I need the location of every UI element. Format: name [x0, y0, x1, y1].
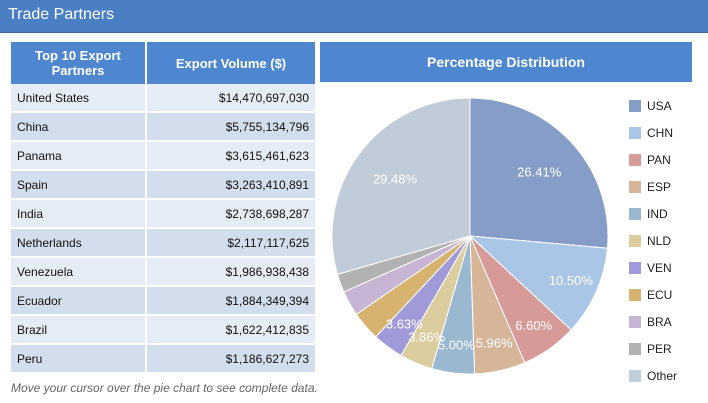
- pie-data-label: 6.60%: [515, 318, 552, 333]
- chart-legend: USA CHN PAN ESP IND NLD VEN ECU BRA PER Other: [629, 92, 677, 389]
- country-cell: China: [11, 113, 147, 142]
- legend-item-nld: NLD: [629, 227, 677, 254]
- pie-data-label: 29.48%: [373, 172, 418, 187]
- legend-label: BRA: [647, 314, 672, 329]
- pie-data-label: 3.63%: [386, 317, 423, 332]
- legend-item-per: PER: [629, 335, 677, 362]
- country-cell: Panama: [11, 142, 147, 171]
- legend-swatch: [629, 342, 641, 355]
- legend-swatch: [629, 180, 641, 193]
- legend-swatch: [629, 315, 641, 328]
- table-row: China $5,755,134,796: [11, 113, 317, 142]
- legend-item-other: Other: [629, 362, 677, 389]
- page-title: Trade Partners: [8, 6, 115, 23]
- country-cell: Venezuela: [11, 258, 147, 287]
- legend-item-pan: PAN: [629, 146, 677, 173]
- chart-title: Percentage Distribution: [320, 42, 692, 82]
- export-partners-table: Top 10 Export Partners Export Volume ($)…: [11, 42, 317, 374]
- footnote: Move your cursor over the pie chart to s…: [11, 381, 318, 395]
- pie-slice-usa[interactable]: [469, 97, 609, 249]
- table-row: Venezuela $1,986,938,438: [11, 258, 317, 287]
- legend-swatch: [629, 369, 641, 382]
- country-cell: India: [11, 200, 147, 229]
- table-row: Peru $1,186,627,273: [11, 345, 317, 374]
- legend-swatch: [629, 99, 641, 112]
- volume-cell: $2,738,698,287: [147, 200, 317, 229]
- legend-item-usa: USA: [629, 92, 677, 119]
- pie-data-label: 5.96%: [476, 336, 513, 351]
- volume-cell: $5,755,134,796: [147, 113, 317, 142]
- table-row: Brazil $1,622,412,835: [11, 316, 317, 345]
- legend-item-ven: VEN: [629, 254, 677, 281]
- legend-item-chn: CHN: [629, 119, 677, 146]
- volume-cell: $1,186,627,273: [147, 345, 317, 374]
- legend-label: ESP: [647, 179, 672, 194]
- table-header-row: Top 10 Export Partners Export Volume ($): [11, 42, 317, 84]
- country-cell: Brazil: [11, 316, 147, 345]
- table-row: Ecuador $1,884,349,394: [11, 287, 317, 316]
- table-row: Panama $3,615,461,623: [11, 142, 317, 171]
- volume-cell: $1,622,412,835: [147, 316, 317, 345]
- volume-cell: $1,884,349,394: [147, 287, 317, 316]
- country-cell: Netherlands: [11, 229, 147, 258]
- pie-data-label: 3.86%: [408, 330, 445, 345]
- table-row: Netherlands $2,117,117,625: [11, 229, 317, 258]
- legend-item-esp: ESP: [629, 173, 677, 200]
- pie-data-label: 10.50%: [549, 273, 594, 288]
- volume-cell: $3,615,461,623: [147, 142, 317, 171]
- volume-cell: $3,263,410,891: [147, 171, 317, 200]
- table-row: India $2,738,698,287: [11, 200, 317, 229]
- legend-item-ecu: ECU: [629, 281, 677, 308]
- legend-label: Other: [647, 368, 678, 383]
- volume-cell: $2,117,117,625: [147, 229, 317, 258]
- country-cell: Peru: [11, 345, 147, 374]
- legend-item-ind: IND: [629, 200, 677, 227]
- legend-label: PER: [647, 341, 672, 356]
- pie-slice-chn[interactable]: [468, 235, 609, 331]
- volume-cell: $14,470,697,030: [147, 84, 317, 113]
- table-row: United States $14,470,697,030: [11, 84, 317, 113]
- legend-swatch: [629, 234, 641, 247]
- legend-label: NLD: [647, 233, 672, 248]
- legend-swatch: [629, 207, 641, 220]
- legend-swatch: [629, 288, 641, 301]
- pie-data-label: 26.41%: [517, 165, 562, 180]
- pie-slice-other[interactable]: [331, 97, 471, 275]
- country-cell: Spain: [11, 171, 147, 200]
- legend-label: VEN: [647, 260, 672, 275]
- column-header-partners: Top 10 Export Partners: [11, 42, 147, 84]
- legend-swatch: [629, 153, 641, 166]
- legend-label: CHN: [647, 125, 673, 140]
- legend-label: USA: [647, 98, 672, 113]
- country-cell: Ecuador: [11, 287, 147, 316]
- legend-item-bra: BRA: [629, 308, 677, 335]
- column-header-volume: Export Volume ($): [147, 42, 317, 84]
- legend-label: IND: [647, 206, 668, 221]
- legend-label: ECU: [647, 287, 673, 302]
- legend-swatch: [629, 261, 641, 274]
- header-bar: Trade Partners: [0, 0, 708, 33]
- table-row: Spain $3,263,410,891: [11, 171, 317, 200]
- country-cell: United States: [11, 84, 147, 113]
- legend-swatch: [629, 126, 641, 139]
- volume-cell: $1,986,938,438: [147, 258, 317, 287]
- pie-data-label: 5.00%: [438, 338, 475, 353]
- legend-label: PAN: [647, 152, 671, 167]
